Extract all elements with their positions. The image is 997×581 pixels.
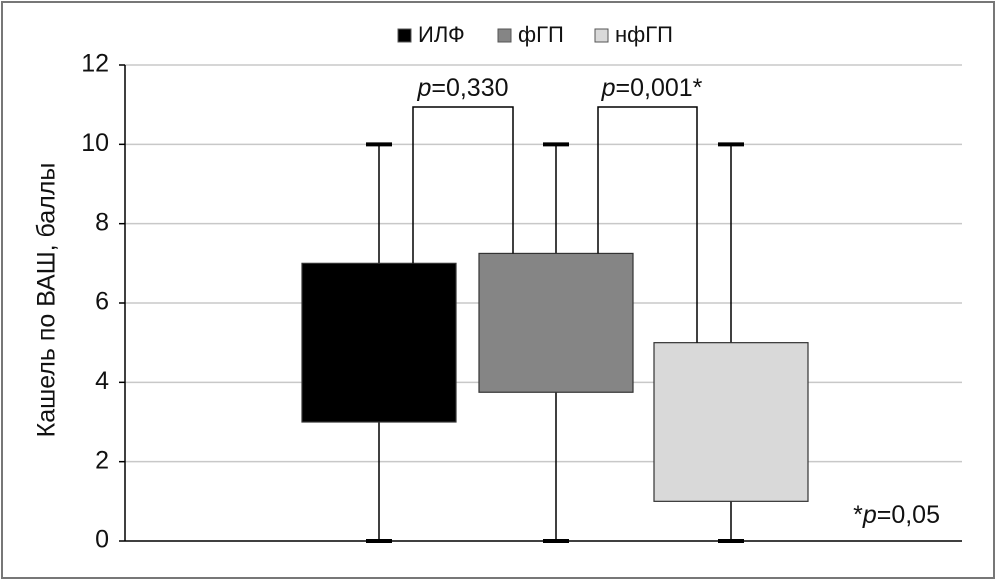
bracket — [597, 106, 698, 343]
legend-label: фГП — [518, 22, 564, 47]
legend-label: нфГП — [615, 22, 673, 47]
legend-swatch — [497, 28, 512, 43]
bracket — [412, 106, 514, 264]
y-tick-label: 6 — [95, 288, 109, 316]
y-tick-label: 0 — [95, 526, 109, 554]
y-tick-label: 10 — [81, 129, 109, 157]
legend-swatch — [397, 28, 412, 43]
box — [301, 262, 457, 423]
annotation: *p=0,05 — [853, 501, 940, 529]
y-tick-label: 4 — [95, 367, 109, 395]
annotation: p=0,001* — [601, 74, 703, 102]
box — [653, 342, 809, 502]
y-tick-label: 2 — [95, 446, 109, 474]
annotation: p=0,330 — [416, 74, 508, 102]
legend-swatch — [594, 28, 609, 43]
legend-label: ИЛФ — [418, 22, 465, 47]
y-tick-label: 12 — [81, 50, 109, 78]
y-axis-label: Кашель по ВАШ, баллы — [33, 163, 61, 438]
box — [478, 252, 634, 393]
y-tick-label: 8 — [95, 208, 109, 236]
